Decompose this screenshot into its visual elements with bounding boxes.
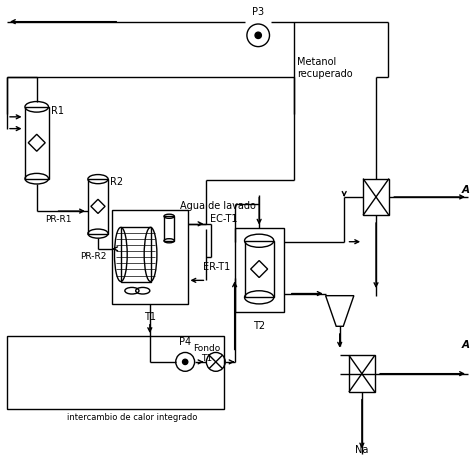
Bar bbox=[25, 107, 48, 179]
Text: A: A bbox=[461, 185, 469, 195]
Text: EC-T1: EC-T1 bbox=[210, 214, 237, 224]
Bar bbox=[363, 179, 389, 215]
Text: ER-T1: ER-T1 bbox=[203, 262, 230, 272]
Text: T1: T1 bbox=[144, 312, 156, 322]
Text: Fondo
T1: Fondo T1 bbox=[193, 345, 220, 363]
Bar bbox=[235, 228, 284, 312]
Text: A: A bbox=[461, 340, 469, 350]
Text: P3: P3 bbox=[252, 7, 264, 17]
Circle shape bbox=[255, 32, 261, 38]
Text: R1: R1 bbox=[51, 106, 64, 116]
Text: Agua de lavado: Agua de lavado bbox=[180, 201, 255, 211]
Text: PR-R1: PR-R1 bbox=[45, 215, 71, 224]
Text: P4: P4 bbox=[179, 337, 191, 347]
Circle shape bbox=[182, 359, 188, 365]
Bar bbox=[245, 241, 274, 297]
Bar bbox=[7, 336, 224, 409]
Text: R2: R2 bbox=[110, 177, 124, 187]
Bar bbox=[164, 216, 174, 241]
Text: Na: Na bbox=[355, 445, 369, 455]
Bar bbox=[88, 179, 108, 234]
Bar bbox=[121, 228, 151, 282]
Text: PR-R2: PR-R2 bbox=[80, 252, 107, 261]
Text: intercambio de calor integrado: intercambio de calor integrado bbox=[67, 412, 198, 421]
Bar bbox=[349, 356, 375, 392]
Text: T2: T2 bbox=[253, 321, 265, 331]
Bar bbox=[112, 210, 188, 304]
Text: Metanol
recuperado: Metanol recuperado bbox=[297, 57, 353, 79]
